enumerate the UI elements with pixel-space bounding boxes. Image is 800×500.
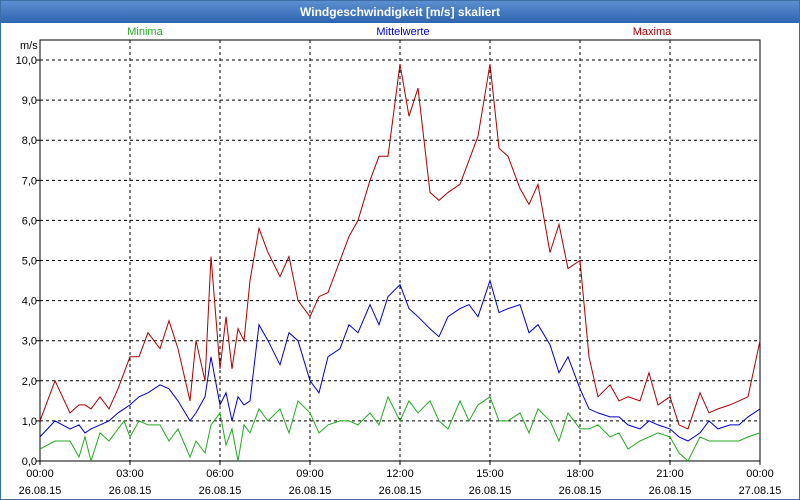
wind-speed-chart: m/s Minima Mittelwerte Maxima 0,0 1,0 2,0 3… xyxy=(16,26,782,497)
grid-lines xyxy=(36,40,761,465)
y-axis-unit: m/s xyxy=(20,40,38,52)
x-tick-date: 26.08.15 xyxy=(109,485,152,497)
x-tick-time: 15:00 xyxy=(476,468,504,480)
series-line-minima xyxy=(39,395,761,463)
x-tick-time: 12:00 xyxy=(386,468,414,480)
x-tick-date: 26.08.15 xyxy=(379,485,422,497)
y-tick-label: 7,0 xyxy=(22,175,37,187)
y-tick-label: 9,0 xyxy=(22,95,37,107)
x-tick-date: 26.08.15 xyxy=(289,485,332,497)
y-tick-label: 4,0 xyxy=(22,296,37,308)
y-tick-labels: 0,0 1,0 2,0 3,0 4,0 5,0 6,0 7,0 8,0 9,0 10,0 xyxy=(16,55,37,468)
y-tick-label: 8,0 xyxy=(22,135,37,147)
y-tick-label: 0,0 xyxy=(22,456,37,468)
y-tick-label: 3,0 xyxy=(22,336,37,348)
series-line-maxima xyxy=(39,64,761,430)
x-tick-time: 21:00 xyxy=(656,468,684,480)
x-tick-labels: 00:00 26.08.15 03:00 26.08.15 06:00 26.08.15 0… xyxy=(19,468,782,497)
x-tick-date: 26.08.15 xyxy=(649,485,692,497)
x-tick-date: 27.08.15 xyxy=(739,485,782,497)
series-lines xyxy=(39,64,761,463)
legend-maxima: Maxima xyxy=(633,26,672,38)
x-tick-time: 09:00 xyxy=(296,468,324,480)
x-tick-time: 18:00 xyxy=(566,468,594,480)
y-tick-label: 2,0 xyxy=(22,376,37,388)
window-title: Windgeschwindigkeit [m/s] skaliert xyxy=(1,1,799,23)
x-tick-time: 03:00 xyxy=(116,468,144,480)
x-tick-time: 06:00 xyxy=(206,468,234,480)
y-tick-label: 6,0 xyxy=(22,215,37,227)
x-tick-time: 00:00 xyxy=(746,468,774,480)
y-tick-label: 1,0 xyxy=(22,416,37,428)
legend-mittelwerte: Mittelwerte xyxy=(376,26,429,38)
x-tick-date: 26.08.15 xyxy=(469,485,512,497)
x-tick-time: 00:00 xyxy=(26,468,54,480)
x-tick-date: 26.08.15 xyxy=(19,485,62,497)
x-tick-date: 26.08.15 xyxy=(559,485,602,497)
series-line-mittelwerte xyxy=(39,278,761,442)
y-tick-label: 10,0 xyxy=(16,55,37,67)
x-tick-date: 26.08.15 xyxy=(199,485,242,497)
y-tick-label: 5,0 xyxy=(22,256,37,268)
legend-minima: Minima xyxy=(127,26,163,38)
